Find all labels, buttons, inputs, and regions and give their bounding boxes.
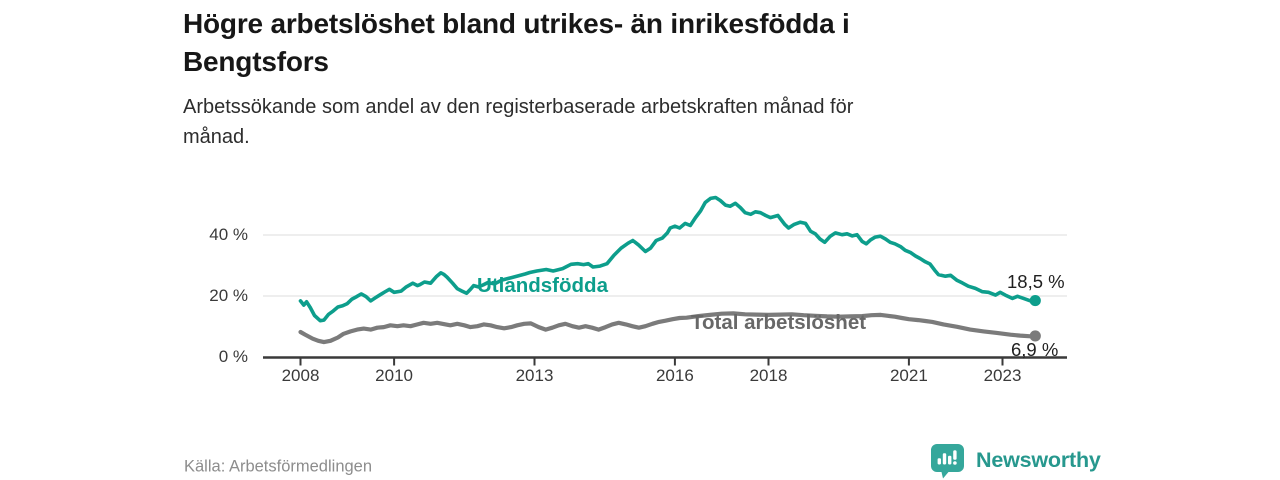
x-axis-label: 2010 <box>375 366 414 385</box>
end-dot-total <box>1029 330 1041 342</box>
newsworthy-bubble-chart-icon <box>931 444 964 479</box>
series-label-utlandsfodda: Utlandsfödda <box>477 274 608 298</box>
x-axis-label: 2016 <box>655 366 694 385</box>
x-axis-label: 2021 <box>889 366 928 385</box>
title-line-1: Högre arbetslöshet bland utrikes- än inr… <box>183 8 850 39</box>
end-value-label-total: 6,9 % <box>1011 339 1059 360</box>
series-line-total <box>298 311 1038 345</box>
page-title: Högre arbetslöshet bland utrikes- än inr… <box>183 5 1083 81</box>
subtitle-line-2: månad. <box>183 126 250 148</box>
y-axis-label: 40 % <box>209 225 248 244</box>
x-axis-label: 2023 <box>983 366 1022 385</box>
y-axis-label: 0 % <box>218 347 248 366</box>
series-line-utlandsfodda <box>298 195 1038 323</box>
subtitle-line-1: Arbetssökande som andel av den registerb… <box>183 96 854 118</box>
series-label-total-arbetsloshet: Total arbetslöshet <box>691 311 867 335</box>
chart-subtitle: Arbetssökande som andel av den registerb… <box>183 92 1043 152</box>
y-axis-label: 20 % <box>209 286 248 305</box>
newsworthy-wordmark: Newsworthy <box>976 448 1101 472</box>
x-axis-label: 2013 <box>515 366 554 385</box>
x-axis-label: 2008 <box>281 366 320 385</box>
end-value-label-utlandsfodda: 18,5 % <box>1007 271 1065 292</box>
end-dot-utlandsfodda <box>1029 294 1041 307</box>
newsworthy-logo: Newsworthy <box>929 442 1101 479</box>
source-note: Källa: Arbetsförmedlingen <box>184 457 373 476</box>
title-line-2: Bengtsfors <box>183 46 329 77</box>
x-axis-label: 2018 <box>749 366 788 385</box>
